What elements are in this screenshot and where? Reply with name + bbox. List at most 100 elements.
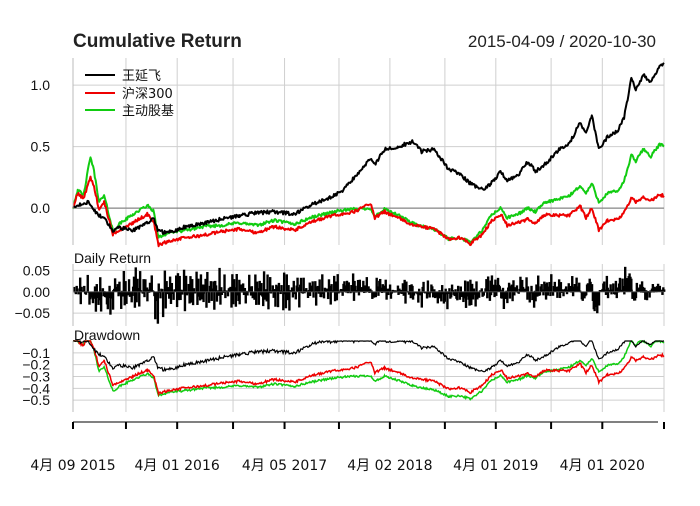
daily-return-bar [630,289,633,292]
daily-return-bar [605,275,609,292]
daily-return-bar [511,291,514,302]
daily-return-bar [167,287,170,292]
daily-return-bar [84,291,88,295]
daily-return-bar [513,291,516,296]
daily-return-bar [431,291,435,298]
drawdown-line-active-fund [72,339,665,401]
daily-return-bar [183,291,187,312]
daily-return-bar [396,285,400,292]
daily-y-tick-label: 0.00 [23,284,50,300]
daily-return-bar [381,284,385,292]
daily-return-bar [250,286,254,292]
daily-return-bar [163,270,167,292]
daily-return-bar [615,291,618,299]
daily-return-bar [369,288,372,292]
daily-return-bar [407,291,411,295]
daily-return-bar [398,288,401,292]
daily-return-bar [144,279,147,292]
daily-return-bar [475,281,478,292]
daily-return-bar [187,283,190,292]
daily-return-bar [220,287,223,292]
daily-return-bar [256,288,260,292]
daily-return-bar [95,284,98,292]
daily-return-bar [562,291,565,297]
daily-return-bar [314,281,317,292]
daily-return-bar [177,291,181,301]
daily-return-bar [137,288,140,292]
daily-return-bar [216,290,220,292]
daily-return-bar [118,281,121,292]
daily-return-bar [302,277,305,292]
daily-return-bar [114,286,118,292]
daily-return-bar [268,291,271,294]
daily-return-bar [176,273,180,292]
daily-return-bar [345,280,349,292]
daily-return-bar [609,284,612,292]
daily-return-bar [215,291,219,302]
daily-return-bar [207,291,211,303]
daily-return-bar [146,291,149,302]
daily-return-bar [152,290,155,292]
daily-return-bar [248,274,251,292]
daily-return-bar [316,285,320,292]
daily-return-bar [365,277,369,292]
x-axis-tick-label: 4月 01 2019 [453,458,538,474]
daily-return-bar [288,291,291,311]
daily-return-bar [124,281,127,292]
daily-return-bar [276,291,280,308]
daily-return-bar [417,288,421,292]
daily-return-bar [170,283,174,292]
daily-return-bar [526,291,529,300]
daily-return-bar [242,291,246,296]
daily-return-bar [123,291,126,306]
daily-return-bar [641,286,645,292]
daily-return-bar [537,275,540,292]
date-range-label: 2015-04-09 / 2020-10-30 [468,32,656,51]
daily-return-bar [590,284,594,292]
daily-return-bar [645,291,649,301]
daily-return-bar [150,275,153,292]
daily-return-bar [482,291,485,296]
daily-return-bar [92,291,96,299]
daily-return-bar [157,283,160,292]
daily-return-bar [502,291,506,310]
daily-return-bar [526,286,530,292]
daily-return-bar [471,291,475,300]
daily-return-bar [277,282,281,292]
x-axis-tick-label: 4月 05 2017 [242,458,327,474]
chart-title: Cumulative Return [73,31,242,52]
daily-return-bar [303,291,306,294]
daily-return-bar [400,291,404,294]
daily-return-bar [168,276,172,292]
daily-return-bar [165,281,168,292]
daily-return-bar [262,271,266,292]
daily-return-bar [192,288,196,292]
daily-return-bar [223,274,226,292]
daily-return-bar [299,277,303,292]
daily-return-bar [535,284,538,292]
daily-return-bar [404,291,407,304]
daily-return-bar [532,291,536,308]
daily-return-bar [630,278,633,292]
daily-return-bar [201,284,204,292]
daily-return-bar [161,289,164,292]
daily-return-bar [254,274,257,292]
daily-return-bar [334,281,338,292]
daily-return-bar [301,291,304,294]
daily-return-bar [255,291,258,305]
daily-return-bar [139,290,143,292]
daily-return-bar [610,291,613,295]
daily-return-bar [225,290,229,292]
daily-return-bar [257,291,261,305]
legend: 王延飞 沪深300 主动股基 [85,69,174,119]
daily-return-bar [269,291,273,294]
daily-return-bar [349,291,352,294]
daily-return-bar [417,291,420,303]
daily-return-bar [264,289,268,292]
daily-return-bar [548,281,551,292]
daily-return-bar [127,279,131,292]
daily-return-bar [581,291,584,301]
daily-return-bar [525,277,528,292]
daily-return-bar [449,291,453,298]
daily-return-bar [235,273,238,292]
